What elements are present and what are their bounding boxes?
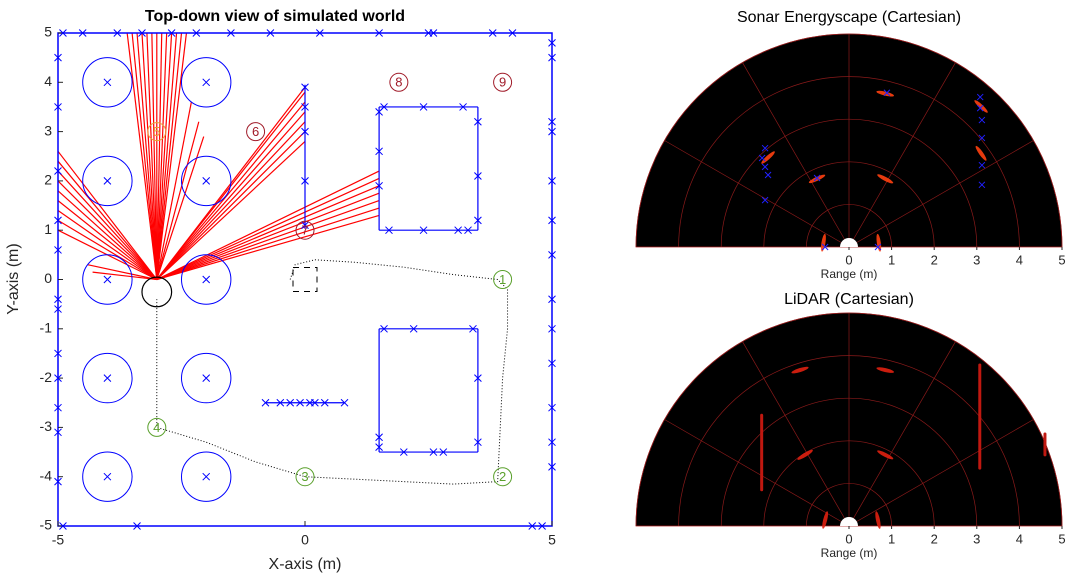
- figure: Top-down view of simulated world X-axis …: [0, 0, 1067, 577]
- beam: [157, 178, 379, 279]
- y-tick-label: 5: [44, 24, 52, 40]
- beam: [58, 220, 157, 279]
- marker-cross: [104, 375, 111, 382]
- chart-title: Top-down view of simulated world: [145, 8, 405, 25]
- beam: [157, 132, 305, 280]
- obstacle: [83, 156, 132, 205]
- waypoint-label: 8: [395, 75, 402, 90]
- x-tick-label: 2: [931, 531, 938, 546]
- y-tick-label: 1: [44, 221, 52, 237]
- waypoint-label: 7: [301, 223, 308, 238]
- y-tick-label: -5: [40, 517, 53, 533]
- y-tick-label: 4: [44, 73, 52, 89]
- x-tick-label: 0: [845, 531, 852, 546]
- x-axis-label: Range (m): [821, 546, 878, 560]
- x-tick-label: 2: [931, 252, 938, 267]
- obstacle: [83, 58, 132, 107]
- beam: [58, 151, 157, 279]
- marker-cross: [104, 473, 111, 480]
- waypoint-label: 2: [499, 469, 506, 484]
- y-tick-label: -1: [40, 320, 53, 336]
- x-tick-label: 1: [888, 531, 895, 546]
- marker-cross: [203, 375, 210, 382]
- waypoint-label: 1: [499, 272, 506, 287]
- x-tick-label: 5: [1058, 531, 1065, 546]
- marker-cross: [203, 276, 210, 283]
- x-tick-label: 4: [1016, 531, 1023, 546]
- y-tick-label: 2: [44, 172, 52, 188]
- beam: [58, 171, 157, 279]
- x-axis-label: Range (m): [821, 267, 878, 281]
- beam: [58, 191, 157, 280]
- marker-cross: [203, 177, 210, 184]
- y-axis-label: Y-axis (m): [5, 243, 22, 314]
- marker-cross: [104, 79, 111, 86]
- marker-cross: [104, 177, 111, 184]
- waypoint-label: 3: [301, 469, 308, 484]
- x-tick-label: 0: [845, 252, 852, 267]
- y-tick-label: -4: [40, 467, 53, 483]
- obstacle: [83, 255, 132, 304]
- obstacle: [83, 452, 132, 501]
- x-tick-label: 4: [1016, 252, 1023, 267]
- waypoint-label: 9: [499, 75, 506, 90]
- beam: [58, 181, 157, 280]
- waypoint-label: 6: [252, 124, 259, 139]
- robot-path: [157, 260, 508, 484]
- chart-title: LiDAR (Cartesian): [784, 291, 914, 308]
- chart-title: Sonar Energyscape (Cartesian): [737, 9, 961, 26]
- marker-cross: [203, 473, 210, 480]
- marker-cross: [203, 79, 210, 86]
- x-tick-label: 5: [548, 532, 556, 548]
- x-tick-label: 3: [973, 531, 980, 546]
- y-tick-label: -2: [40, 369, 53, 385]
- x-tick-label: 0: [301, 532, 309, 548]
- marker-cross: [104, 276, 111, 283]
- obstacle: [182, 452, 231, 501]
- obstacle: [182, 58, 231, 107]
- y-tick-label: 3: [44, 122, 52, 138]
- obstacle: [182, 353, 231, 402]
- x-tick-label: -5: [52, 532, 65, 548]
- beam: [58, 201, 157, 280]
- y-tick-label: -3: [40, 418, 53, 434]
- x-tick-label: 5: [1058, 252, 1065, 267]
- x-axis-label: X-axis (m): [269, 556, 342, 573]
- goal-box: [293, 268, 317, 292]
- waypoint-label: 4: [153, 420, 160, 435]
- waypoint-label: 5: [153, 124, 160, 139]
- x-tick-label: 3: [973, 252, 980, 267]
- y-tick-label: 0: [44, 270, 52, 286]
- obstacle: [83, 353, 132, 402]
- x-tick-label: 1: [888, 252, 895, 267]
